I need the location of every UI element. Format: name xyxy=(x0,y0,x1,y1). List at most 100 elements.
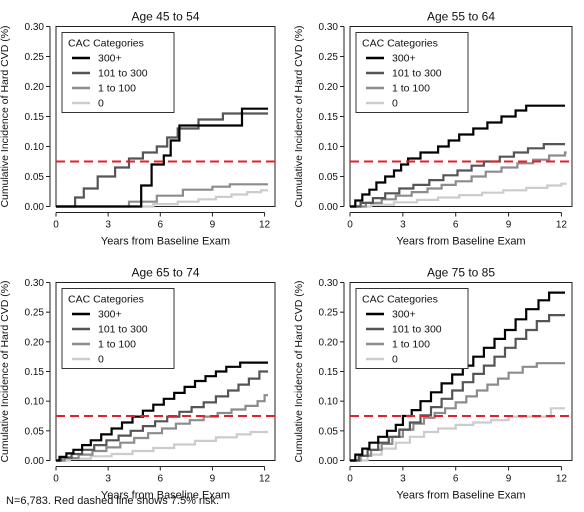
plot-frame xyxy=(349,26,573,207)
legend-label: 0 xyxy=(392,98,398,110)
y-tick-label: 0.30 xyxy=(25,278,45,289)
y-tick-label: 0.25 xyxy=(319,308,339,319)
legend: CAC Categories 300+ 101 to 300 1 to 100 0 xyxy=(355,288,469,369)
y-tick-label: 0.15 xyxy=(319,112,339,123)
legend: CAC Categories 300+ 101 to 300 1 to 100 0 xyxy=(355,32,469,113)
x-tick-label: 3 xyxy=(105,220,111,231)
legend-label: 101 to 300 xyxy=(392,68,442,80)
y-tick-label: 0.30 xyxy=(319,278,339,289)
x-tick-label: 3 xyxy=(105,474,111,485)
x-tick-label: 12 xyxy=(259,220,271,231)
x-tick-label: 0 xyxy=(53,474,59,485)
x-tick-label: 12 xyxy=(259,474,271,485)
y-tick-label: 0.00 xyxy=(25,202,45,213)
legend-title: CAC Categories xyxy=(362,294,438,306)
panel-title: Age 65 to 74 xyxy=(131,266,199,280)
series-line-300 xyxy=(350,291,565,462)
y-tick-label: 0.20 xyxy=(25,82,45,93)
series-line-1-to-100 xyxy=(56,183,268,208)
y-tick-label: 0.05 xyxy=(25,426,45,437)
y-tick-label: 0.15 xyxy=(25,112,45,123)
y-tick-label: 0.25 xyxy=(25,308,45,319)
series-line-101-to-300 xyxy=(350,143,565,208)
footnote: N=6,783. Red dashed line shows 7.5% risk… xyxy=(6,495,220,507)
y-axis-label: Cumulative Incidence of Hard CVD (%) xyxy=(0,280,11,462)
legend-label: 0 xyxy=(98,354,104,366)
y-tick-label: 0.10 xyxy=(319,397,339,408)
series-line-101-to-300 xyxy=(56,370,268,462)
x-tick-label: 12 xyxy=(556,220,568,231)
x-tick-label: 3 xyxy=(400,474,406,485)
x-tick-label: 0 xyxy=(347,474,353,485)
legend-label: 1 to 100 xyxy=(98,83,136,95)
series-line-300 xyxy=(56,107,268,208)
y-tick-label: 0.05 xyxy=(319,426,339,437)
y-tick-label: 0.10 xyxy=(319,142,339,153)
x-tick-label: 6 xyxy=(453,474,459,485)
legend-label: 300+ xyxy=(392,53,416,65)
y-axis-label: Cumulative Incidence of Hard CVD (%) xyxy=(293,280,305,462)
y-tick-label: 0.00 xyxy=(25,456,45,467)
y-tick-label: 0.20 xyxy=(319,82,339,93)
x-tick-label: 12 xyxy=(556,474,568,485)
chart-panel-3: Age 65 to 74 0.00 0.05 0.10 0.15 0.20 0.25 0.30… xyxy=(0,266,276,502)
x-tick-label: 6 xyxy=(158,474,164,485)
y-axis-label: Cumulative Incidence of Hard CVD (%) xyxy=(0,25,11,207)
legend-label: 1 to 100 xyxy=(98,339,136,351)
x-axis-label: Years from Baseline Exam xyxy=(101,236,230,248)
series-line-1-to-100 xyxy=(350,151,567,208)
series-line-300 xyxy=(350,104,565,208)
legend-label: 101 to 300 xyxy=(98,324,148,336)
legend: CAC Categories 300+ 101 to 300 1 to 100 0 xyxy=(61,288,175,369)
y-tick-label: 0.00 xyxy=(319,202,339,213)
legend-title: CAC Categories xyxy=(68,38,144,50)
legend-label: 300+ xyxy=(98,53,122,65)
x-tick-label: 9 xyxy=(210,474,216,485)
x-axis-label: Years from Baseline Exam xyxy=(101,490,230,502)
series-line-0 xyxy=(56,189,268,208)
series-line-0 xyxy=(350,182,567,208)
y-tick-label: 0.15 xyxy=(25,367,45,378)
series-line-1-to-100 xyxy=(56,394,268,462)
legend-label: 101 to 300 xyxy=(98,68,148,80)
legend-label: 0 xyxy=(98,98,104,110)
y-tick-label: 0.25 xyxy=(319,52,339,63)
legend-label: 300+ xyxy=(98,309,122,321)
legend: CAC Categories 300+ 101 to 300 1 to 100 0 xyxy=(61,32,175,113)
x-tick-label: 9 xyxy=(210,220,216,231)
plot-frame xyxy=(55,282,276,461)
plot-frame xyxy=(55,26,276,207)
series-line-0 xyxy=(56,430,268,462)
legend-label: 1 to 100 xyxy=(392,339,430,351)
y-axis-label: Cumulative Incidence of Hard CVD (%) xyxy=(293,25,305,207)
y-tick-label: 0.10 xyxy=(25,142,45,153)
y-tick-label: 0.10 xyxy=(25,397,45,408)
x-tick-label: 0 xyxy=(347,220,353,231)
panel-title: Age 75 to 85 xyxy=(427,266,495,280)
legend-label: 300+ xyxy=(392,309,416,321)
panel-title: Age 55 to 64 xyxy=(427,10,495,24)
legend-title: CAC Categories xyxy=(362,38,438,50)
y-tick-label: 0.00 xyxy=(319,456,339,467)
panel-title: Age 45 to 54 xyxy=(131,10,199,24)
series-line-101-to-300 xyxy=(56,112,268,208)
chart-panel-4: Age 75 to 85 0.00 0.05 0.10 0.15 0.20 0.25 0.30… xyxy=(293,266,573,502)
legend-label: 101 to 300 xyxy=(392,324,442,336)
y-tick-label: 0.25 xyxy=(25,52,45,63)
y-tick-label: 0.15 xyxy=(319,367,339,378)
y-tick-label: 0.05 xyxy=(319,172,339,183)
chart-panel-1: Age 45 to 54 0.00 0.05 0.10 0.15 0.20 0.25 0.30… xyxy=(0,10,276,248)
x-tick-label: 9 xyxy=(506,474,512,485)
x-axis-label: Years from Baseline Exam xyxy=(396,490,525,502)
plot-frame xyxy=(349,282,573,461)
series-line-300 xyxy=(56,361,268,462)
legend-label: 1 to 100 xyxy=(392,83,430,95)
legend-title: CAC Categories xyxy=(68,294,144,306)
x-tick-label: 6 xyxy=(158,220,164,231)
y-tick-label: 0.20 xyxy=(319,337,339,348)
x-tick-label: 6 xyxy=(453,220,459,231)
series-line-1-to-100 xyxy=(350,362,565,462)
y-tick-label: 0.30 xyxy=(319,22,339,33)
x-tick-label: 0 xyxy=(53,220,59,231)
